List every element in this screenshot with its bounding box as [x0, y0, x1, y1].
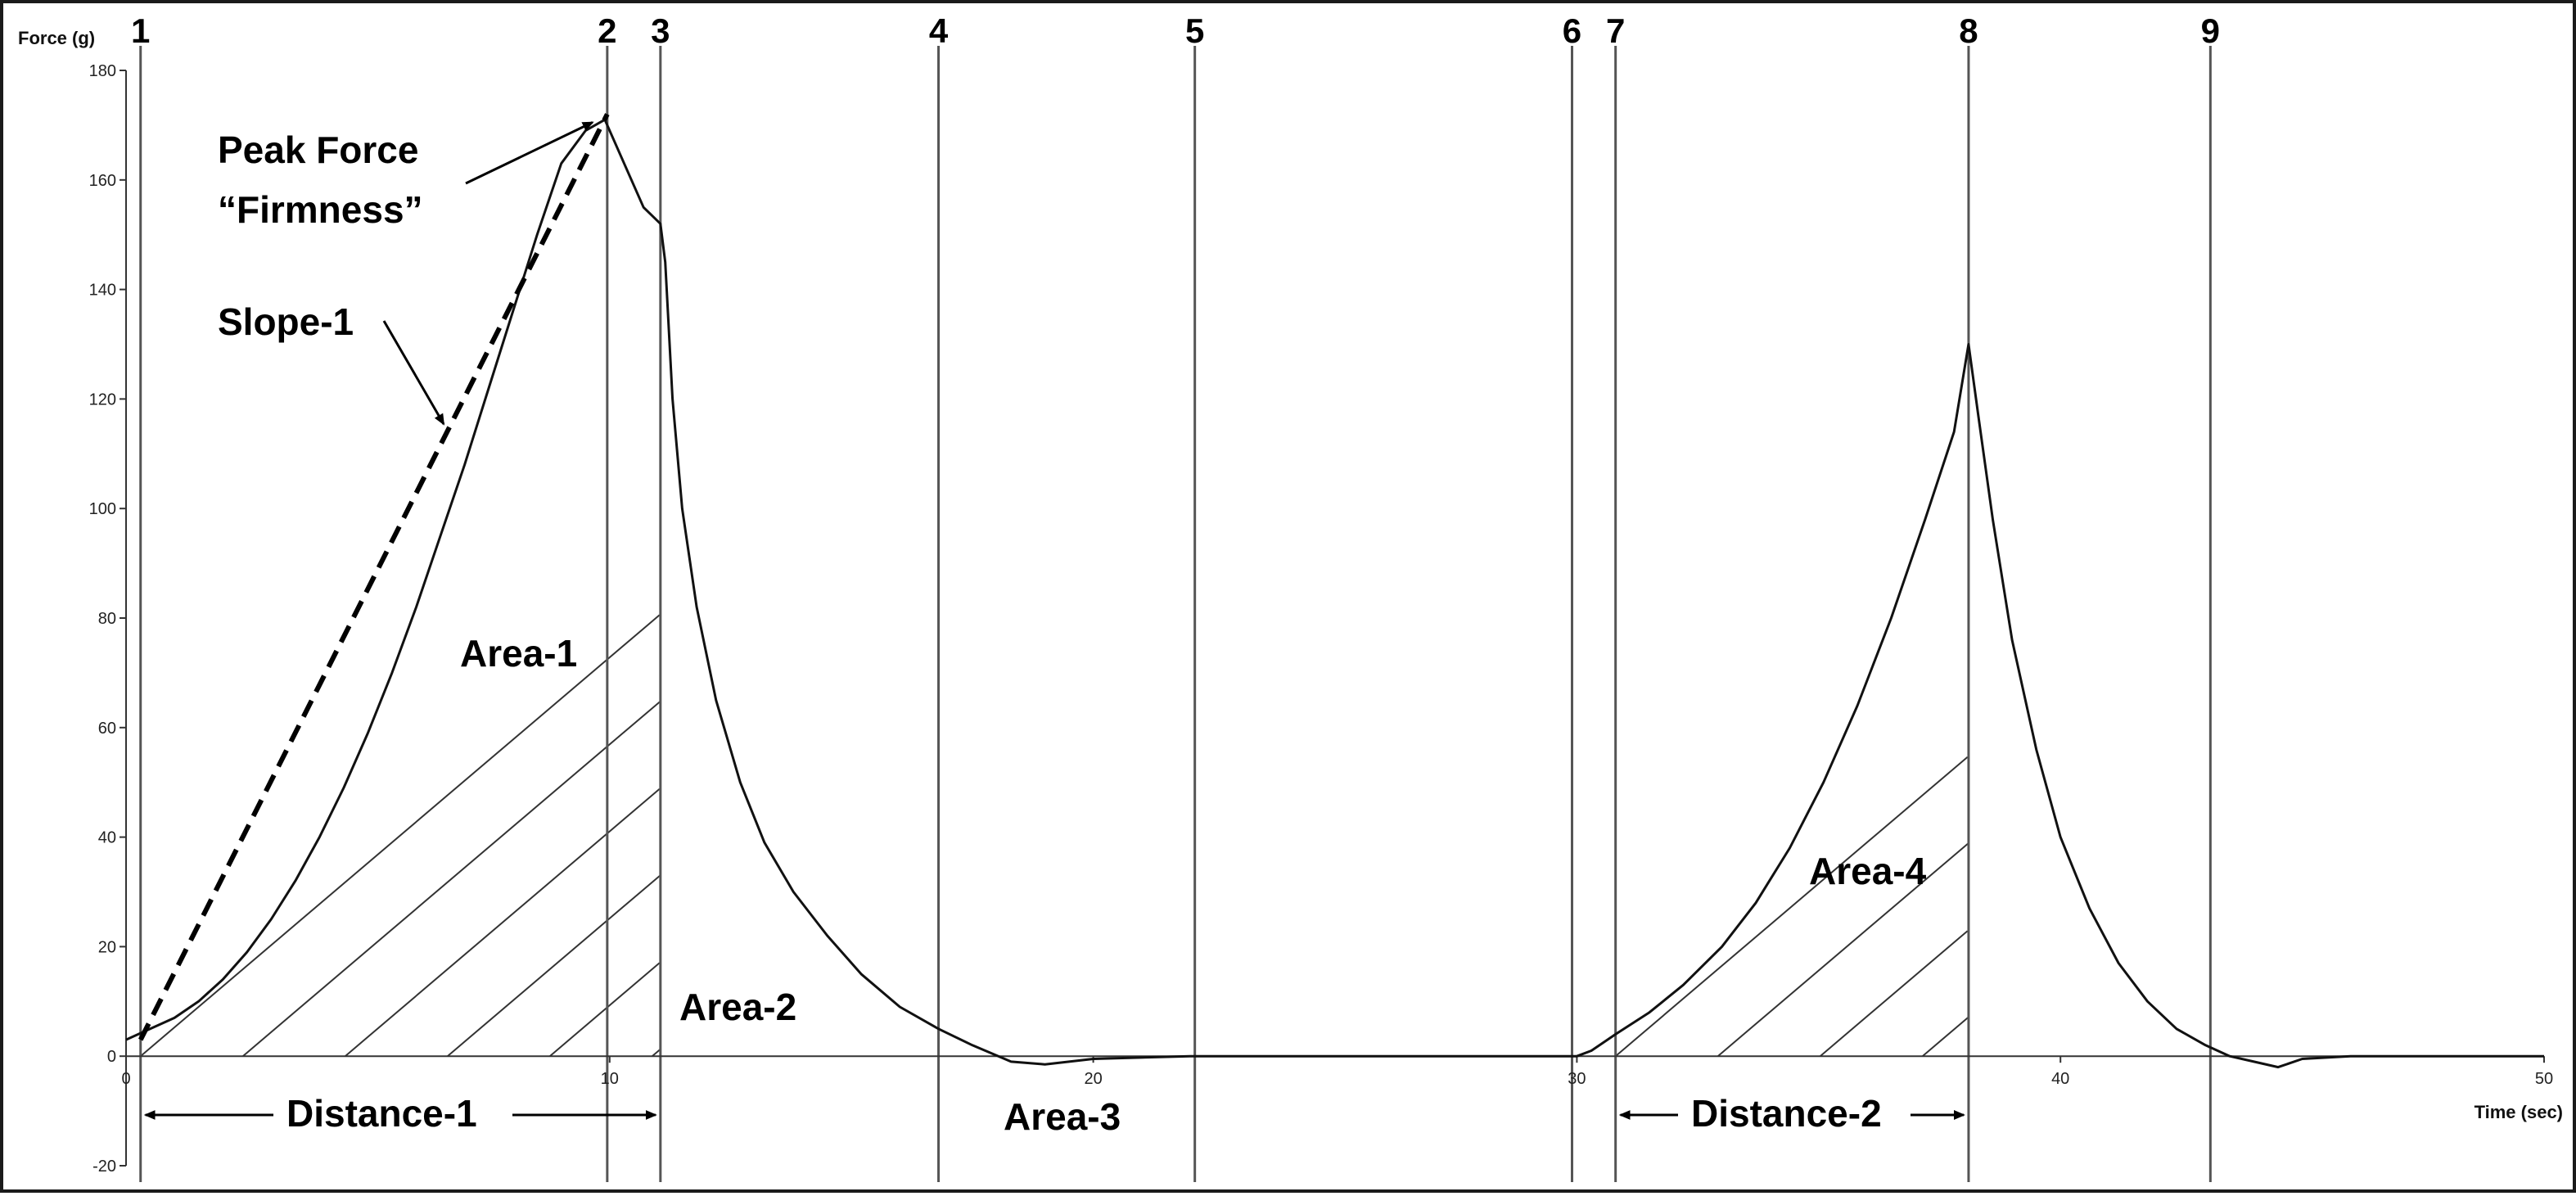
hatch-layer — [140, 614, 1969, 1057]
marker-label-2: 2 — [598, 11, 616, 50]
marker-label-5: 5 — [1185, 11, 1204, 50]
area-4-label: Area-4 — [1809, 850, 1927, 892]
y-tick-label: 140 — [89, 282, 116, 300]
area-hatch-line — [652, 1048, 661, 1057]
marker-label-6: 6 — [1563, 11, 1581, 50]
y-tick-label: 180 — [89, 62, 116, 80]
area-hatch-line — [549, 962, 661, 1057]
marker-label-8: 8 — [1959, 11, 1978, 50]
y-tick-label: 100 — [89, 500, 116, 518]
slope-1-dashed-line — [138, 113, 610, 1041]
annotation-layer: Peak Force “Firmness” Slope-1 Area-1 Are… — [143, 121, 1965, 1138]
marker-label-4: 4 — [929, 11, 949, 50]
area-hatch-line — [345, 788, 661, 1057]
peak-force-label: Peak Force — [218, 129, 418, 171]
x-axis-label: Time (sec) — [2474, 1102, 2563, 1122]
marker-label-1: 1 — [131, 11, 150, 50]
x-tick-label: 40 — [2051, 1070, 2069, 1088]
area-hatch-line — [1922, 1016, 1969, 1057]
area-hatch-line — [1820, 930, 1969, 1057]
peak-force-arrow — [465, 121, 594, 185]
distance-1-label: Distance-1 — [286, 1092, 477, 1135]
y-tick-label: 40 — [98, 829, 116, 847]
distance-2-label: Distance-2 — [1691, 1092, 1882, 1135]
area-3-label: Area-3 — [1004, 1095, 1121, 1138]
area-hatch-line — [140, 614, 661, 1057]
slope-1-label: Slope-1 — [218, 300, 354, 343]
y-tick-label: 160 — [89, 172, 116, 190]
x-tick-label: 0 — [121, 1070, 130, 1088]
marker-label-7: 7 — [1606, 11, 1625, 50]
x-tick-label: 50 — [2535, 1070, 2553, 1088]
x-tick-label: 20 — [1084, 1070, 1102, 1088]
y-axis-label: Force (g) — [18, 28, 95, 48]
x-tick-label: 30 — [1568, 1070, 1586, 1088]
area-hatch-line — [447, 874, 661, 1057]
area-hatch-line — [242, 700, 661, 1057]
y-tick-label: 80 — [98, 610, 116, 628]
area-2-label: Area-2 — [679, 986, 796, 1028]
area-hatch-line — [1615, 756, 1969, 1057]
axis-layer: -20 0 20 40 60 80 100 120 140 160 180 0 10 20 30 40 50 — [89, 62, 2554, 1176]
y-tick-label: 60 — [98, 720, 116, 738]
marker-label-9: 9 — [2201, 11, 2220, 50]
y-tick-label: 0 — [107, 1048, 116, 1066]
marker-label-3: 3 — [651, 11, 670, 50]
x-tick-label: 10 — [601, 1070, 619, 1088]
y-tick-label: -20 — [92, 1158, 116, 1176]
curve-layer — [125, 113, 2544, 1069]
force-curve — [125, 118, 2544, 1069]
slope-1-arrow — [382, 320, 445, 426]
y-tick-label: 20 — [98, 938, 116, 956]
y-tick-label: 120 — [89, 390, 116, 408]
area-1-label: Area-1 — [460, 632, 577, 675]
area-hatch-line — [1717, 842, 1969, 1057]
firmness-label: “Firmness” — [218, 188, 423, 231]
